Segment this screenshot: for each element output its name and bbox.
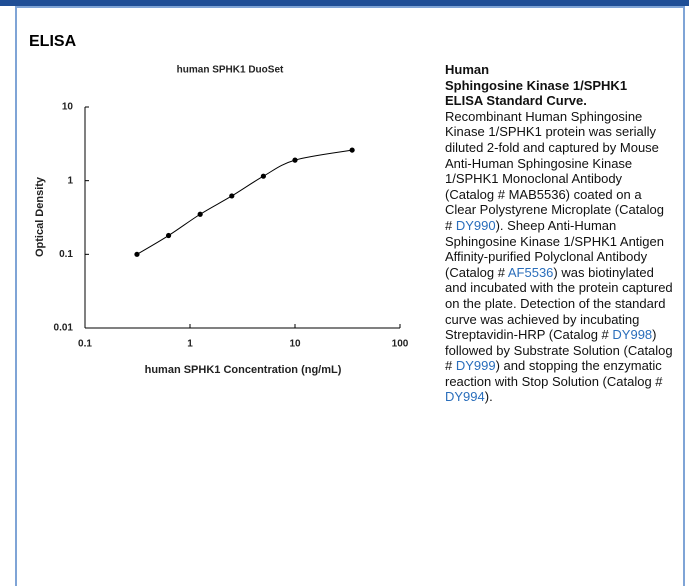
y-tick-label: 1: [67, 175, 73, 186]
caption-text: ) followed by Substrate Solution (Catalo…: [445, 327, 673, 374]
catalog-link[interactable]: DY990: [455, 217, 496, 233]
point: [165, 232, 172, 239]
section-title: ELISA: [29, 33, 77, 50]
caption-text: ) was biotinylated and incubated with th…: [445, 264, 673, 343]
point: [292, 157, 298, 163]
point: [134, 251, 140, 257]
caption: Human Sphingosine Kinase 1/SPHK1 ELISA Sta…: [445, 62, 673, 405]
x-tick-label: 100: [392, 339, 409, 350]
panel: [15, 6, 685, 586]
curve: [136, 149, 353, 255]
x-tick-label: 0.1: [78, 339, 92, 350]
caption-text: ) and stopping the enzymatic reaction wi…: [445, 358, 663, 389]
caption-text: Recombinant Human Sphingosine Kinase 1/S…: [445, 108, 664, 233]
x-axis-label: human SPHK1 Concentration (ng/mL): [145, 364, 342, 376]
catalog-link[interactable]: DY994: [445, 389, 485, 405]
chart-title: human SPHK1 DuoSet: [177, 65, 284, 76]
chart: human SPHK1 DuoSet human SPHK1 Concentra…: [34, 65, 409, 376]
caption-title: Sphingosine Kinase 1/SPHK1: [445, 77, 628, 93]
catalog-link[interactable]: DY999: [455, 358, 496, 374]
point: [197, 211, 203, 217]
point: [229, 193, 235, 199]
x-tick-label: 10: [289, 339, 301, 350]
catalog-link[interactable]: DY998: [612, 327, 653, 343]
caption-title: Human: [445, 62, 490, 77]
x-tick-label: 1: [187, 339, 193, 350]
point: [349, 147, 355, 153]
y-tick-label: 10: [62, 102, 74, 113]
point: [260, 173, 266, 179]
caption-text: ). Sheep Anti-Human Sphingosine Kinase 1…: [445, 217, 664, 280]
catalog-link[interactable]: AF5536: [507, 264, 554, 280]
y-axis-label: Optical Density: [34, 176, 46, 257]
top-bar: [0, 0, 689, 6]
caption-text: ).: [484, 389, 493, 405]
y-tick-label: 0.01: [54, 323, 74, 334]
caption-title: ELISA Standard Curve.: [445, 93, 587, 109]
y-tick-label: 0.1: [59, 249, 73, 260]
